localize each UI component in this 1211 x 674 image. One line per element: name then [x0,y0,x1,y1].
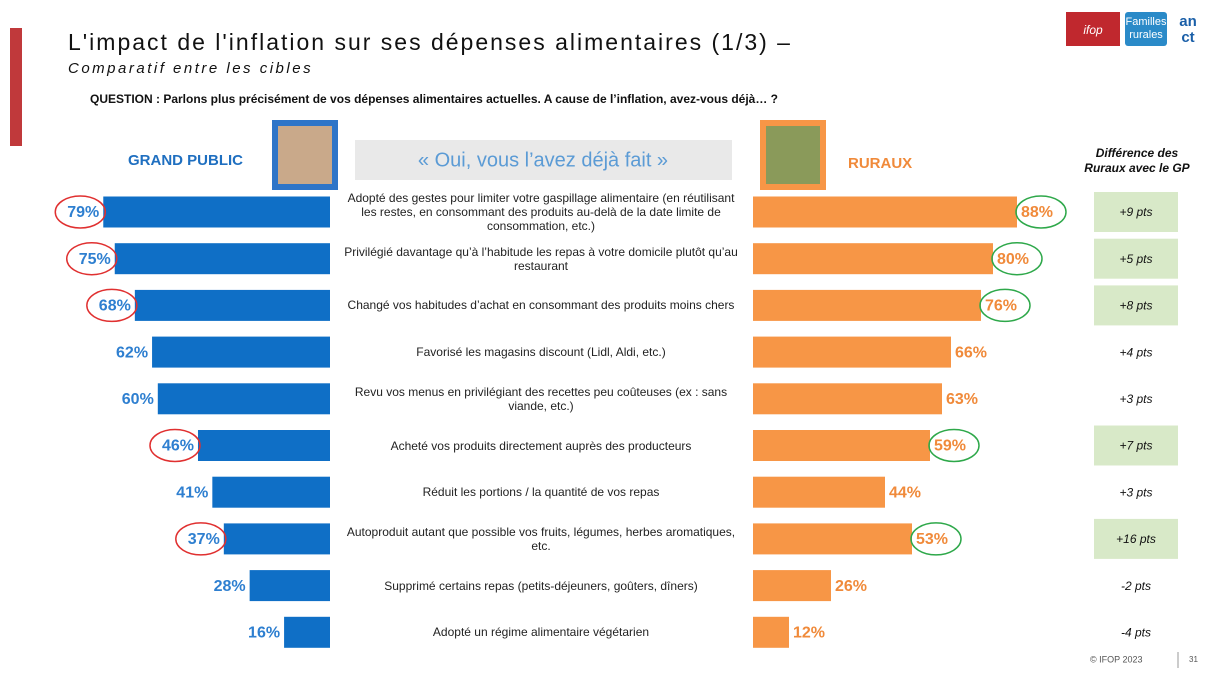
difference: -4 pts [1121,625,1151,639]
difference: +7 pts [1119,439,1152,453]
difference: +9 pts [1119,205,1152,219]
value-label: 26% [835,578,867,595]
difference-header: Différence des Ruraux avec le GP [1076,146,1198,176]
slide: L'impact de l'inflation sur ses dépenses… [0,0,1211,674]
value-label: 46% [162,438,194,455]
accent-bar [10,28,22,146]
bar [115,243,330,274]
difference: +5 pts [1119,252,1152,266]
category-label: Réduit les portions / la quantité de vos… [343,485,739,499]
value-label: 76% [985,298,1017,315]
bar [753,523,912,554]
value-label: 60% [122,391,154,408]
footer: © IFOP 2023 [1090,654,1143,664]
bar [753,477,885,508]
value-label: 68% [99,298,131,315]
value-label: 79% [67,204,99,221]
category-label: Adopté des gestes pour limiter votre gas… [343,191,739,233]
category-label: Adopté un régime alimentaire végétarien [343,625,739,639]
category-label: Changé vos habitudes d’achat en consomma… [343,298,739,312]
bar [753,197,1017,228]
value-label: 44% [889,484,921,501]
category-label: Acheté vos produits directement auprès d… [343,439,739,453]
bar [284,617,330,648]
difference: +8 pts [1119,299,1152,313]
value-label: 28% [214,578,246,595]
value-label: 80% [997,251,1029,268]
difference: -2 pts [1121,579,1151,593]
value-label: 66% [955,344,987,361]
value-label: 53% [916,531,948,548]
bar [224,523,330,554]
value-label: 63% [946,391,978,408]
value-label: 59% [934,438,966,455]
logo-text: ct [1181,29,1194,46]
series-name: GRAND PUBLIC [128,152,243,169]
bar [135,290,330,321]
bar [198,430,330,461]
photo-ruraux [766,126,820,184]
bar [753,570,831,601]
value-label: 62% [116,344,148,361]
bar [152,337,330,368]
question: QUESTION : Parlons plus précisément de v… [90,92,778,106]
subtitle: Comparatif entre les cibles [68,60,313,77]
center-label: « Oui, vous l’avez déjà fait » [418,149,668,171]
value-label: 41% [176,484,208,501]
page-number: 31 [1189,655,1198,664]
logo-text: ifop [1083,23,1103,37]
difference: +16 pts [1116,532,1156,546]
bar [103,197,330,228]
difference: +3 pts [1119,392,1152,406]
bar [250,570,330,601]
logo-text: Familles [1126,16,1167,28]
category-label: Supprimé certains repas (petits-déjeuner… [343,579,739,593]
difference: +3 pts [1119,485,1152,499]
value-label: 12% [793,625,825,642]
bar [753,617,789,648]
category-label: Favorisé les magasins discount (Lidl, Al… [343,345,739,359]
difference: +4 pts [1119,345,1152,359]
logo-text: an [1179,13,1197,30]
title: L'impact de l'inflation sur ses dépenses… [68,29,792,55]
category-label: Revu vos menus en privilégiant des recet… [343,385,739,413]
bar [158,383,330,414]
bar [753,243,993,274]
value-label: 75% [79,251,111,268]
chart: L'impact de l'inflation sur ses dépenses… [0,0,1211,674]
value-label: 37% [188,531,220,548]
photo-grand-public [278,126,332,184]
value-label: 88% [1021,204,1053,221]
bar [753,337,951,368]
category-label: Privilégié davantage qu’à l’habitude les… [343,245,739,273]
category-label: Autoproduit autant que possible vos frui… [343,525,739,553]
bar [753,383,942,414]
bar [212,477,330,508]
logo-text: rurales [1129,29,1163,41]
bar [753,430,930,461]
value-label: 16% [248,625,280,642]
bar [753,290,981,321]
series-name: RURAUX [848,155,912,172]
